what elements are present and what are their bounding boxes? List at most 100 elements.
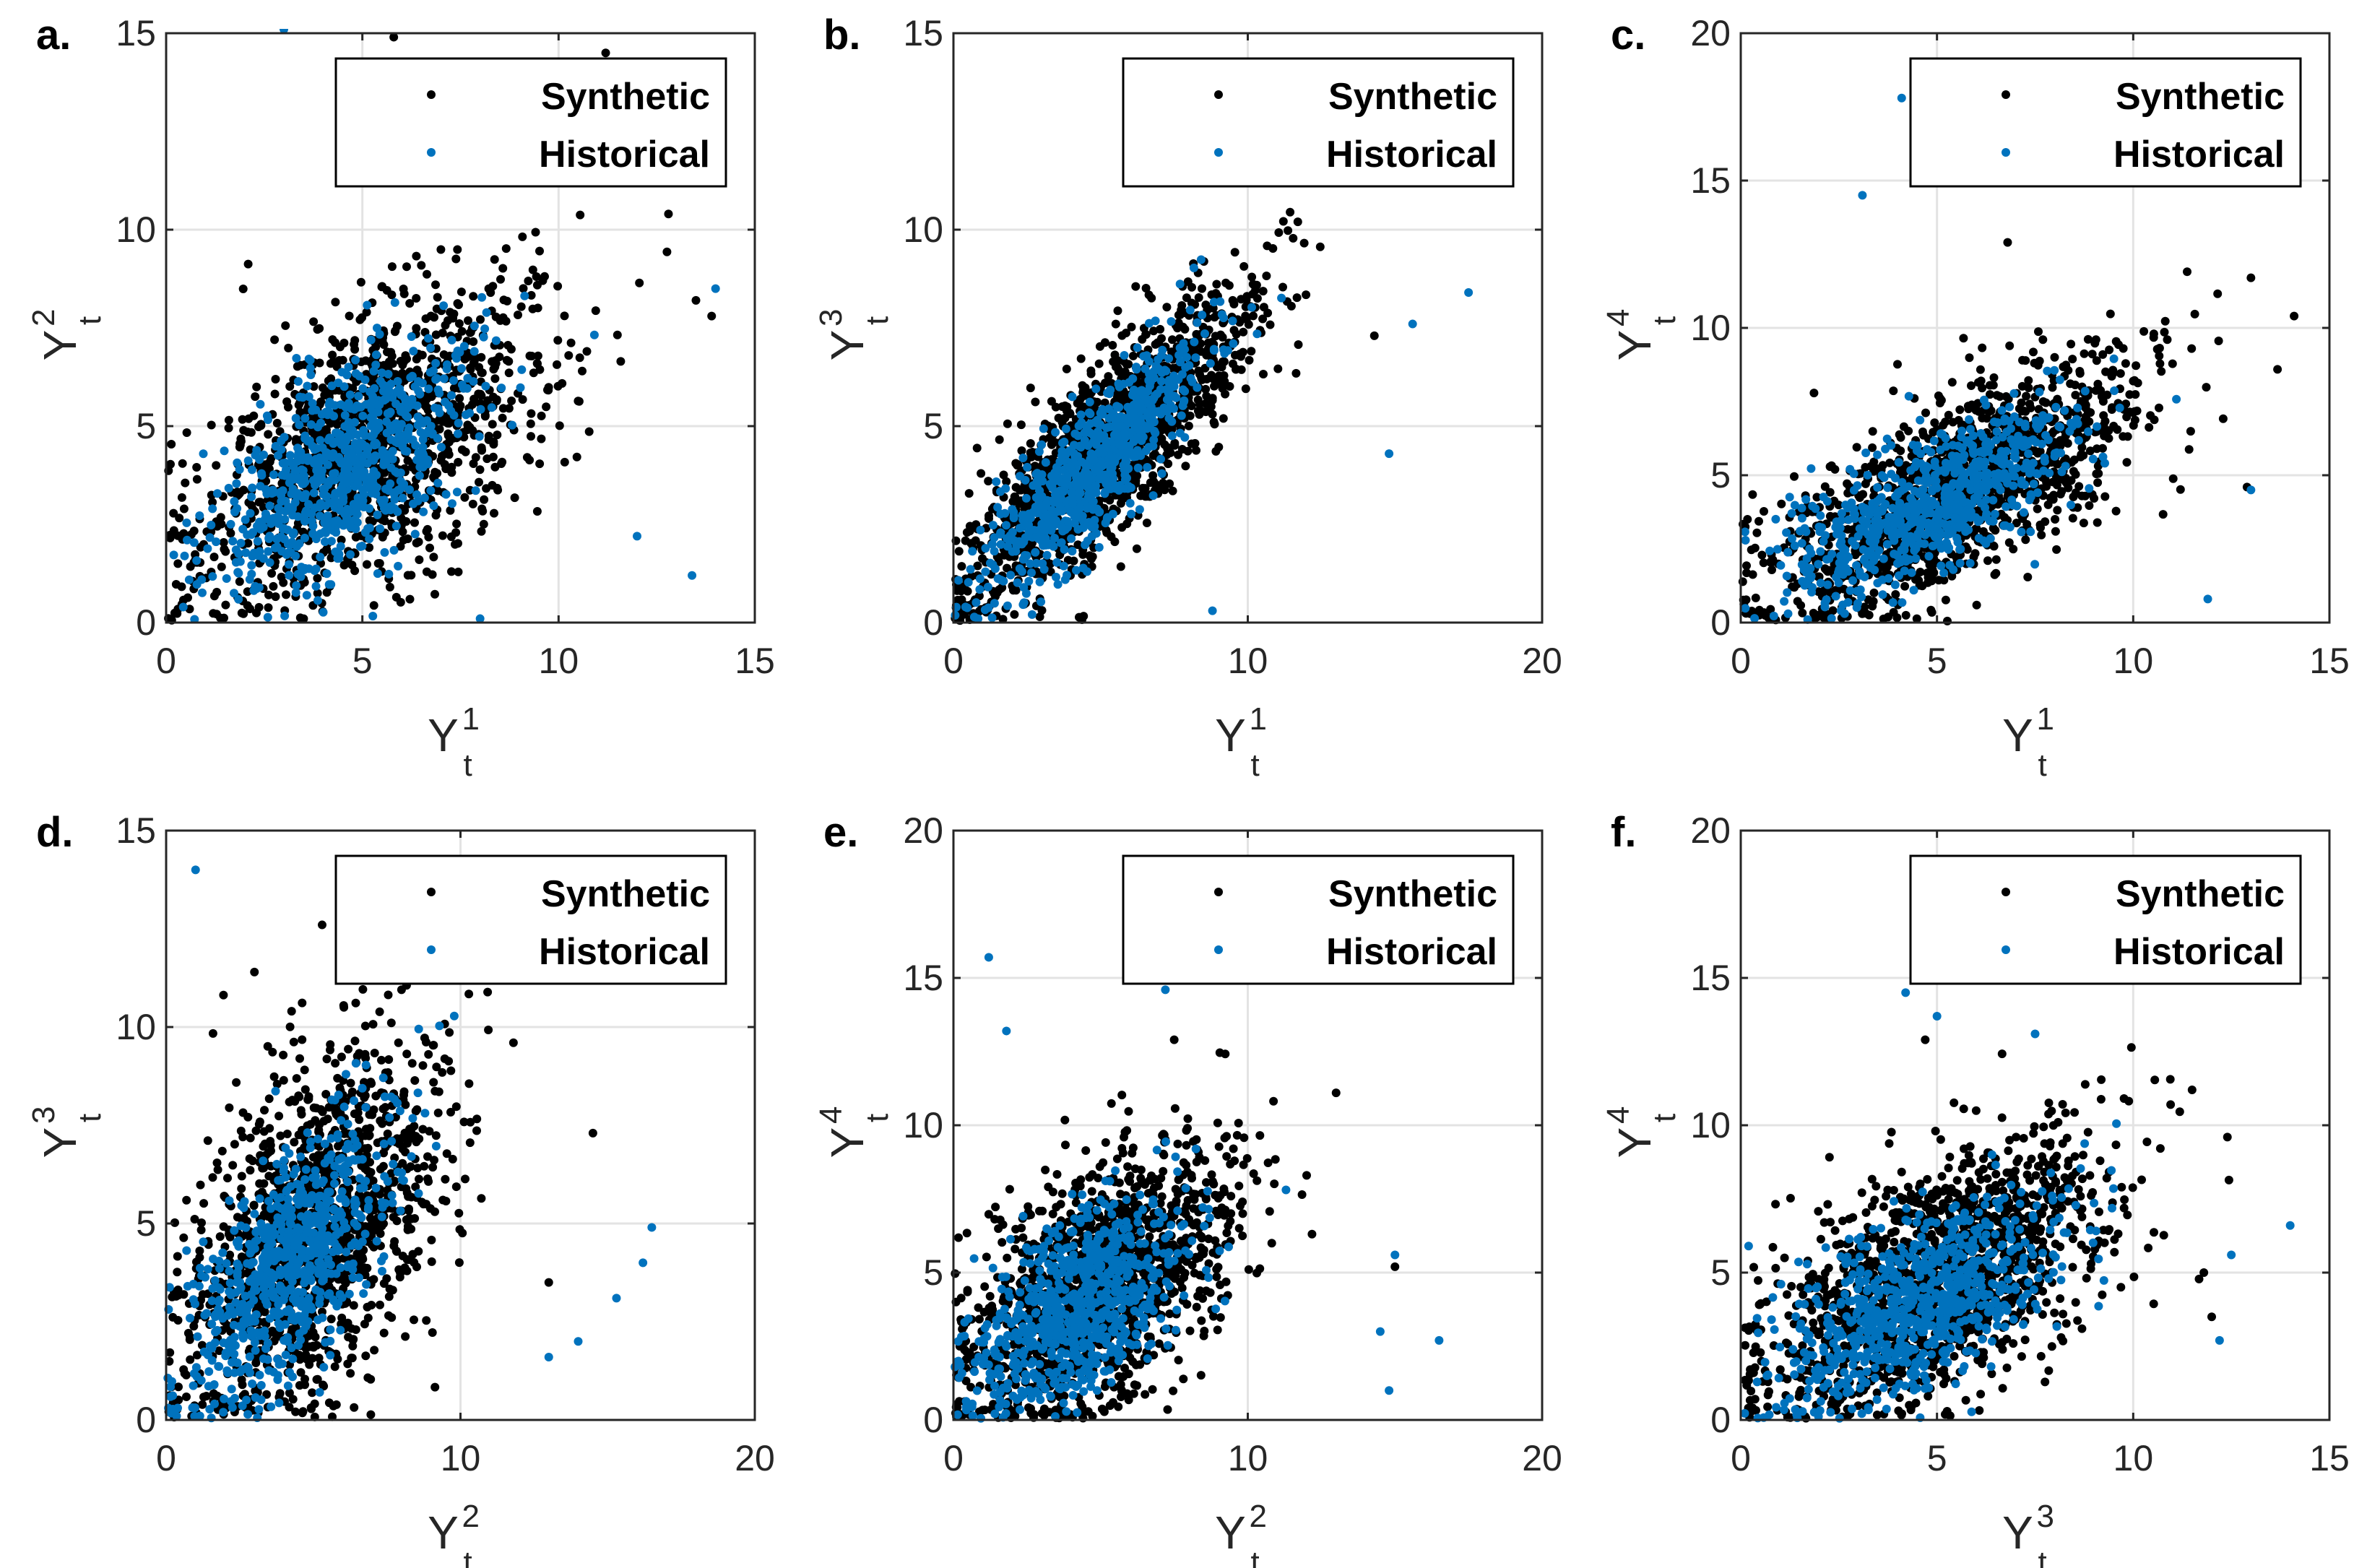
data-point bbox=[425, 543, 434, 553]
data-point bbox=[1167, 317, 1176, 326]
data-point bbox=[1090, 516, 1099, 525]
data-point bbox=[1122, 329, 1130, 337]
data-point bbox=[1148, 491, 1158, 501]
data-point bbox=[246, 508, 255, 518]
data-point bbox=[209, 553, 219, 562]
data-point bbox=[178, 459, 187, 468]
data-point bbox=[265, 558, 274, 567]
data-point bbox=[1133, 343, 1142, 352]
data-point bbox=[415, 555, 424, 564]
data-point bbox=[1068, 489, 1077, 498]
data-point bbox=[444, 419, 454, 428]
data-point bbox=[343, 433, 352, 442]
data-point bbox=[2113, 425, 2122, 434]
data-point bbox=[309, 317, 319, 326]
data-point bbox=[446, 308, 455, 317]
data-point bbox=[1202, 391, 1211, 401]
data-point bbox=[308, 406, 317, 415]
data-point bbox=[371, 438, 380, 448]
data-point bbox=[1209, 298, 1219, 307]
data-point bbox=[292, 581, 301, 590]
data-point bbox=[1972, 600, 1981, 610]
data-point bbox=[208, 572, 217, 581]
data-point bbox=[423, 269, 431, 279]
data-point bbox=[317, 454, 326, 464]
data-point bbox=[298, 493, 308, 503]
data-point bbox=[2168, 359, 2177, 368]
data-point bbox=[1208, 374, 1218, 384]
data-point bbox=[235, 465, 244, 474]
data-point bbox=[293, 443, 303, 453]
data-point bbox=[429, 366, 438, 376]
data-point bbox=[371, 451, 381, 461]
data-point bbox=[381, 485, 390, 493]
data-point bbox=[486, 288, 496, 298]
data-point bbox=[309, 488, 319, 498]
data-point bbox=[331, 298, 340, 307]
data-point bbox=[1142, 519, 1151, 527]
data-point bbox=[1284, 226, 1293, 235]
data-point bbox=[1921, 408, 1930, 417]
data-point bbox=[180, 551, 189, 560]
data-point bbox=[1959, 334, 1968, 343]
data-point bbox=[373, 407, 382, 417]
series-historical bbox=[169, 29, 720, 624]
data-point bbox=[388, 446, 397, 456]
data-point bbox=[280, 611, 290, 620]
data-point bbox=[378, 282, 386, 291]
data-point bbox=[1098, 410, 1107, 419]
data-point bbox=[386, 379, 396, 389]
data-point bbox=[465, 328, 475, 337]
data-point bbox=[302, 591, 311, 600]
data-point bbox=[1015, 564, 1024, 573]
data-point bbox=[1947, 571, 1957, 581]
data-point bbox=[460, 493, 469, 502]
data-point bbox=[1037, 519, 1047, 529]
data-point bbox=[1112, 482, 1121, 491]
data-point bbox=[365, 534, 374, 544]
data-point bbox=[1141, 446, 1151, 456]
data-point bbox=[336, 498, 345, 507]
data-point bbox=[304, 564, 313, 573]
data-point bbox=[1054, 413, 1063, 423]
data-point bbox=[321, 501, 330, 511]
data-point bbox=[1122, 449, 1131, 458]
data-point bbox=[1209, 345, 1219, 354]
data-point bbox=[1174, 350, 1184, 360]
data-point bbox=[1277, 293, 1286, 303]
data-point bbox=[183, 535, 191, 545]
data-point bbox=[412, 455, 422, 464]
data-point bbox=[1092, 418, 1102, 428]
data-point bbox=[407, 371, 417, 381]
data-point bbox=[1315, 242, 1325, 251]
data-point bbox=[246, 428, 256, 437]
x-axis-label-sub: t bbox=[464, 748, 472, 783]
data-point bbox=[375, 329, 384, 339]
data-point bbox=[431, 511, 441, 520]
data-point bbox=[1134, 449, 1143, 458]
data-point bbox=[239, 485, 248, 495]
data-point bbox=[1812, 493, 1822, 502]
data-point bbox=[245, 575, 254, 584]
data-point bbox=[1830, 496, 1839, 506]
data-point bbox=[1239, 327, 1248, 337]
data-point bbox=[234, 594, 243, 604]
data-point bbox=[518, 232, 527, 241]
data-point bbox=[1068, 392, 1077, 402]
data-point bbox=[1037, 440, 1047, 449]
data-point bbox=[430, 589, 439, 599]
x-tick-label: 10 bbox=[539, 641, 579, 681]
data-point bbox=[1180, 345, 1189, 354]
data-point bbox=[1061, 424, 1070, 433]
data-point bbox=[417, 261, 426, 270]
data-point bbox=[1165, 479, 1174, 488]
data-point bbox=[1108, 410, 1117, 420]
data-point bbox=[226, 519, 235, 529]
data-point bbox=[431, 359, 441, 368]
data-point bbox=[954, 547, 964, 556]
data-point bbox=[1029, 508, 1038, 517]
data-point bbox=[1273, 364, 1283, 373]
data-point bbox=[439, 301, 449, 311]
data-point bbox=[498, 264, 508, 273]
